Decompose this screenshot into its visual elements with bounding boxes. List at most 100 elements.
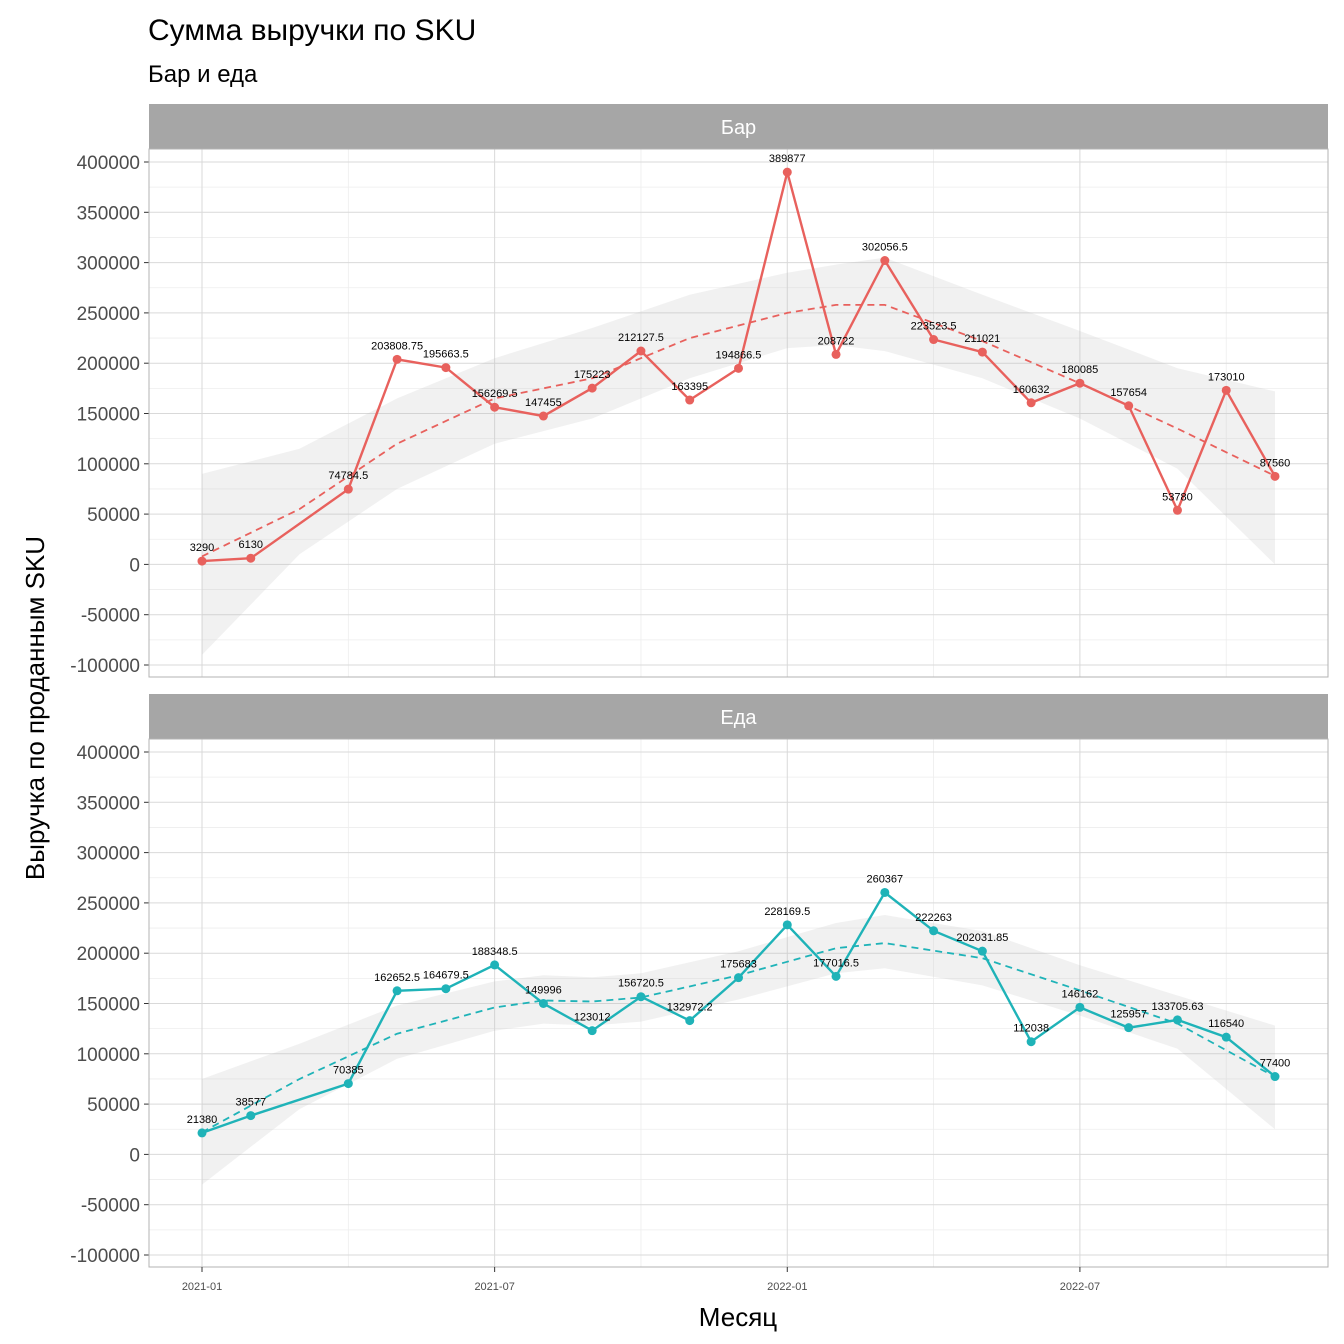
data-label: 212127.5 (618, 332, 664, 344)
y-tick-label: -50000 (81, 606, 140, 627)
data-point (782, 920, 792, 930)
y-tick-label: 300000 (77, 254, 140, 275)
data-point (734, 363, 743, 373)
data-point (1075, 378, 1085, 388)
facet-strip-label: Еда (720, 707, 757, 729)
data-point (1270, 471, 1280, 481)
y-tick-label: 0 (129, 1145, 140, 1166)
data-point (782, 167, 792, 177)
data-label: 149996 (525, 985, 562, 997)
data-point (392, 354, 402, 364)
y-tick-label: 400000 (77, 153, 140, 174)
y-tick-label: 300000 (77, 844, 140, 865)
data-label: 222263 (915, 912, 952, 924)
x-tick-label: 2022-07 (1060, 1281, 1100, 1293)
y-tick-label: -100000 (70, 1246, 140, 1267)
trend-line (201, 942, 1276, 1134)
y-tick-label: 100000 (77, 455, 140, 476)
y-tick-label: 250000 (77, 304, 140, 325)
data-label: 211021 (964, 333, 1000, 345)
data-label: 164679.5 (423, 970, 469, 982)
y-tick-label: 350000 (77, 793, 140, 814)
y-tick-label: -50000 (81, 1196, 140, 1217)
y-tick-label: 400000 (77, 743, 140, 764)
data-label: 173010 (1208, 371, 1245, 383)
data-label: 195663.5 (423, 349, 469, 361)
data-label: 160632 (1013, 384, 1050, 396)
data-point (1172, 505, 1182, 515)
x-tick-label: 2021-07 (474, 1281, 514, 1293)
data-label: 146162 (1062, 988, 1099, 1000)
data-label: 175683 (720, 959, 757, 971)
y-tick-label: 50000 (87, 1095, 140, 1116)
data-point (246, 1111, 256, 1121)
data-label: 38577 (235, 1097, 266, 1109)
data-point (343, 1079, 353, 1089)
data-point (246, 553, 256, 563)
data-label: 132972.2 (667, 1002, 713, 1014)
data-label: 260367 (866, 873, 903, 885)
data-point (636, 992, 646, 1002)
data-point (880, 887, 890, 897)
data-point (1270, 1072, 1280, 1082)
data-point (1221, 385, 1231, 395)
data-label: 123012 (574, 1012, 611, 1024)
data-point (1172, 1015, 1182, 1025)
data-label: 223523.5 (911, 321, 957, 333)
facet-panel-1: Бар -100000 -50000 0 50000 100000 150000 200000… (70, 104, 1329, 678)
y-tick-label: 150000 (77, 405, 140, 426)
y-axis-title: Выручка по проданным SKU (20, 536, 50, 880)
data-point (490, 402, 500, 412)
y-tick-label: 200000 (77, 354, 140, 375)
data-label: 208722 (818, 335, 855, 347)
data-label: 112038 (1013, 1023, 1049, 1035)
data-label: 175223 (574, 369, 611, 381)
facet-panel-2: Еда -100000 -50000 0 50000 100000 150000 200000… (70, 694, 1329, 1268)
data-label: 177016.5 (813, 957, 859, 969)
panel-border (148, 148, 1329, 678)
data-point (685, 1016, 695, 1026)
data-point (587, 1026, 597, 1036)
data-label: 133705.63 (1151, 1001, 1203, 1013)
data-label: 156269.5 (472, 388, 518, 400)
data-label: 157654 (1110, 387, 1147, 399)
data-point (441, 363, 451, 373)
data-label: 125957 (1110, 1009, 1147, 1021)
data-point (1124, 1023, 1134, 1033)
y-tick-label: 200000 (77, 944, 140, 965)
data-label: 202031.85 (956, 932, 1008, 944)
facet-strip-label: Бар (721, 117, 756, 139)
data-point (977, 347, 987, 357)
data-label: 21380 (187, 1114, 218, 1126)
data-point (441, 984, 451, 994)
x-tick-label: 2022-01 (767, 1281, 807, 1293)
data-point (197, 1128, 207, 1138)
series-line (201, 171, 1277, 563)
y-tick-label: 350000 (77, 203, 140, 224)
data-label: 87560 (1260, 457, 1291, 469)
data-label: 70385 (333, 1065, 364, 1077)
data-label: 156720.5 (618, 978, 664, 990)
trend-line (201, 303, 1276, 558)
data-label: 302056.5 (862, 242, 908, 254)
data-point (734, 973, 743, 983)
y-tick-label: 50000 (87, 505, 140, 526)
data-point (197, 556, 207, 566)
data-point (929, 926, 939, 936)
data-label: 203808.75 (371, 340, 423, 352)
data-point (929, 335, 939, 345)
data-point (392, 986, 402, 996)
data-point (880, 256, 890, 266)
confidence-band (202, 257, 1275, 655)
x-axis-title: Месяц (699, 1302, 777, 1332)
data-label: 228169.5 (764, 906, 810, 918)
data-point (831, 971, 841, 981)
data-label: 180085 (1062, 364, 1099, 376)
data-point (1221, 1032, 1231, 1042)
x-axis: 2021-01 2021-07 2022-01 2022-07 (182, 1267, 1100, 1293)
data-label: 6130 (239, 539, 263, 551)
data-point (685, 395, 695, 405)
y-tick-label: 100000 (77, 1045, 140, 1066)
confidence-band (202, 915, 1275, 1185)
